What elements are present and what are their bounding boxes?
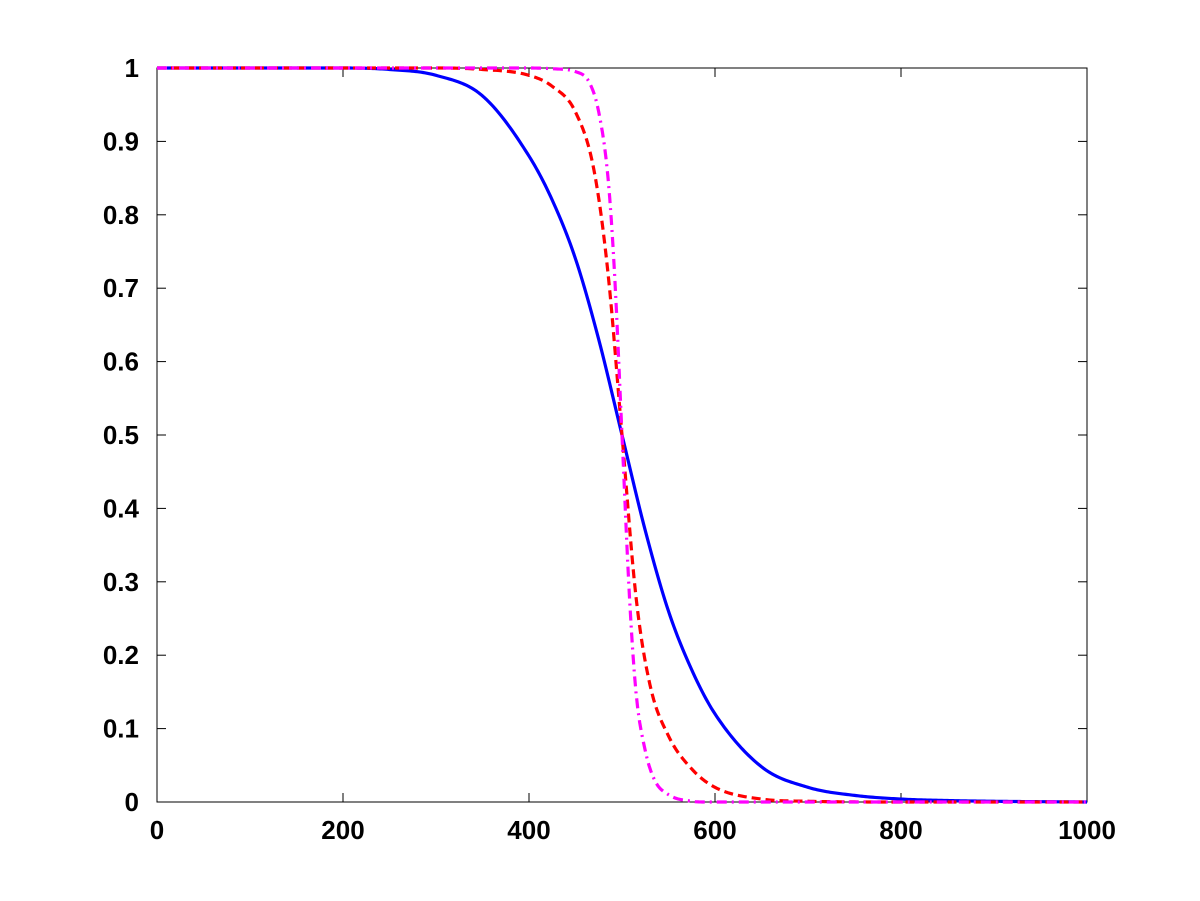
axis-ticks [156, 67, 1088, 803]
y-tick-label: 0.7 [103, 273, 139, 303]
x-tick-label: 0 [150, 815, 164, 845]
x-tick-label: 600 [693, 815, 736, 845]
y-tick-label: 0.3 [103, 567, 139, 597]
y-tick-label: 0.9 [103, 126, 139, 156]
x-tick-label: 1000 [1058, 815, 1116, 845]
x-tick-label: 800 [879, 815, 922, 845]
y-tick-label: 0.8 [103, 200, 139, 230]
y-tick-label: 0.5 [103, 420, 139, 450]
x-tick-label: 400 [507, 815, 550, 845]
series-layer [157, 66, 1088, 804]
y-tick-label: 1 [125, 53, 139, 83]
y-tick-label: 0.6 [103, 347, 139, 377]
tick-labels: 0 200 400 600 800 1000 0 0.1 0.2 0.3 0.4 0.5 0.6 0.7 0… [103, 53, 1116, 845]
y-tick-label: 0.1 [103, 714, 139, 744]
y-tick-label: 0 [125, 787, 139, 817]
y-tick-label: 0.4 [103, 493, 140, 523]
x-tick-label: 200 [321, 815, 364, 845]
series-line-3 [157, 66, 1087, 804]
y-tick-label: 0.2 [103, 640, 139, 670]
